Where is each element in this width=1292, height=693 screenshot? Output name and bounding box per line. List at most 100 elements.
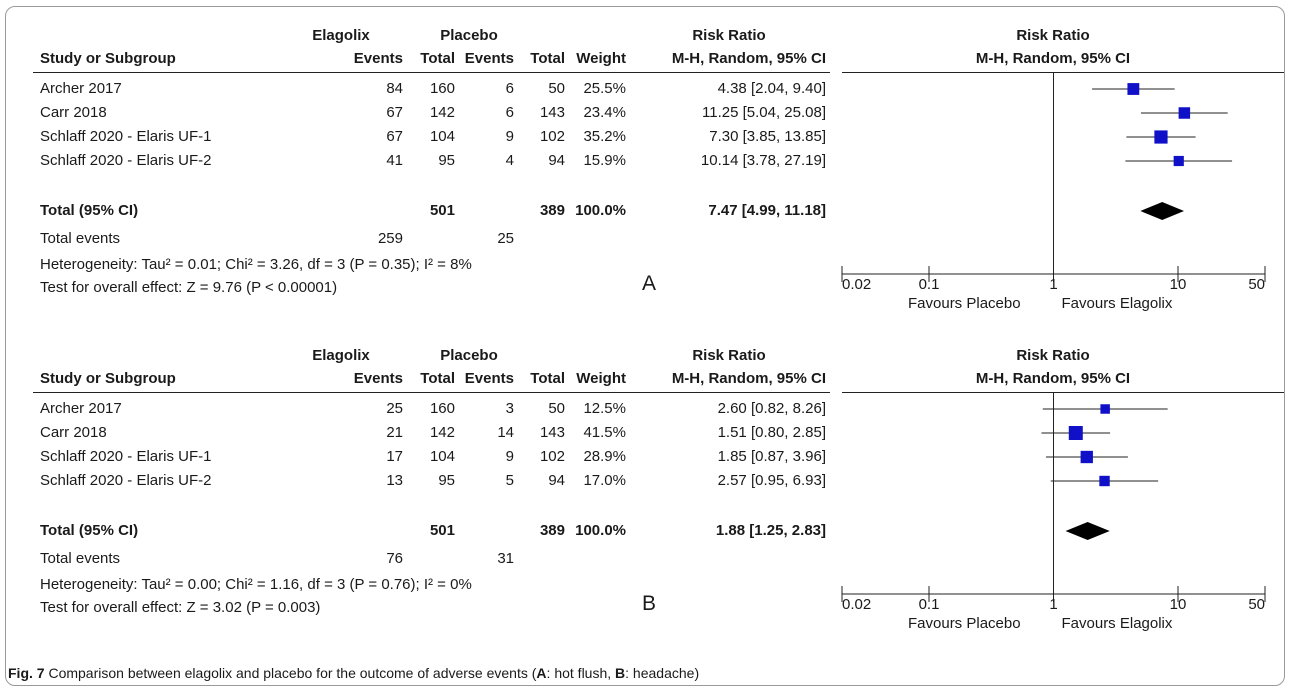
study-name: Schlaff 2020 - Elaris UF-1	[40, 448, 212, 465]
placebo-total: 143	[539, 424, 565, 441]
study-name: Archer 2017	[40, 80, 122, 97]
total-header-elagolix: Total	[420, 370, 455, 387]
elagolix-total-events: 76	[386, 550, 403, 567]
x-axis-tick-label: 10	[1170, 276, 1187, 293]
elagolix-events: 67	[386, 128, 403, 145]
pooled-effect-diamond	[1065, 522, 1110, 540]
elagolix-events: 25	[386, 400, 403, 417]
overall-effect-test: Test for overall effect: Z = 3.02 (P = 0…	[40, 599, 321, 616]
study-name: Carr 2018	[40, 104, 107, 121]
risk-ratio-method-header: M-H, Random, 95% CI	[671, 50, 826, 67]
elagolix-events: 41	[386, 152, 403, 169]
elagolix-events: 13	[386, 472, 403, 489]
x-axis-tick-label: 0.02	[842, 596, 871, 613]
elagolix-total: 160	[429, 400, 455, 417]
elagolix-total: 104	[429, 448, 455, 465]
study-effect-square	[1173, 155, 1184, 167]
placebo-total: 50	[548, 400, 565, 417]
study-name: Schlaff 2020 - Elaris UF-1	[40, 128, 212, 145]
x-axis-tick-label: 0.1	[919, 276, 940, 293]
study-risk-ratio-ci: 2.60 [0.82, 8.26]	[717, 400, 826, 417]
placebo-events: 5	[505, 472, 514, 489]
group2-header: Placebo	[440, 347, 498, 364]
weight-header: Weight	[576, 50, 626, 67]
placebo-events: 14	[497, 424, 514, 441]
study-column-header: Study or Subgroup	[40, 50, 176, 67]
x-axis-tick-label: 50	[1248, 276, 1265, 293]
plot-risk-ratio-header: Risk Ratio	[1016, 347, 1090, 364]
study-name: Schlaff 2020 - Elaris UF-2	[40, 472, 212, 489]
study-risk-ratio-ci: 1.85 [0.87, 3.96]	[717, 448, 826, 465]
study-effect-square	[1127, 83, 1140, 95]
plot-header-rule	[842, 392, 1284, 393]
plot-method-header: M-H, Random, 95% CI	[975, 370, 1131, 387]
study-effect-square	[1099, 475, 1110, 487]
plot-risk-ratio-header: Risk Ratio	[1016, 27, 1090, 44]
elagolix-total: 95	[438, 152, 455, 169]
study-weight: 23.4%	[583, 104, 626, 121]
events-header-placebo: Events	[464, 370, 514, 387]
pooled-risk-ratio-ci: 7.47 [4.99, 11.18]	[708, 202, 826, 219]
risk-ratio-header: Risk Ratio	[692, 347, 766, 364]
elagolix-total-sum: 501	[429, 202, 455, 219]
study-effect-square	[1068, 426, 1083, 440]
study-risk-ratio-ci: 1.51 [0.80, 2.85]	[717, 424, 826, 441]
group2-header: Placebo	[440, 27, 498, 44]
x-axis-tick-label: 1	[1049, 276, 1057, 293]
total-label: Total (95% CI)	[40, 202, 139, 219]
heterogeneity-stat: Heterogeneity: Tau² = 0.01; Chi² = 3.26,…	[40, 256, 472, 273]
study-risk-ratio-ci: 7.30 [3.85, 13.85]	[709, 128, 826, 145]
study-column-header: Study or Subgroup	[40, 370, 176, 387]
study-name: Archer 2017	[40, 400, 122, 417]
placebo-total-sum: 389	[539, 202, 565, 219]
risk-ratio-method-header: M-H, Random, 95% CI	[671, 370, 826, 387]
placebo-events: 6	[505, 80, 514, 97]
forest-plot-panel-b: Elagolix Placebo Risk Ratio Risk Ratio Study…	[0, 320, 1292, 640]
total-events-label: Total events	[40, 550, 121, 567]
panel-letter: A	[642, 272, 657, 295]
weight-header: Weight	[576, 370, 626, 387]
study-weight: 25.5%	[583, 80, 626, 97]
elagolix-total: 142	[429, 104, 455, 121]
elagolix-total: 160	[429, 80, 455, 97]
forest-plot-panel-a: Elagolix Placebo Risk Ratio Risk Ratio Study…	[0, 0, 1292, 320]
placebo-events: 3	[505, 400, 514, 417]
study-weight: 28.9%	[583, 448, 626, 465]
placebo-events: 6	[505, 104, 514, 121]
figure-frame	[5, 6, 1285, 686]
elagolix-events: 17	[386, 448, 403, 465]
forest-plot-svg: 0.02 0.1 1 10 50 Favours Placebo Favours Elago…	[841, 393, 1266, 632]
study-weight: 41.5%	[583, 424, 626, 441]
study-effect-square	[1080, 450, 1093, 464]
total-events-label: Total events	[40, 230, 121, 247]
favours-left-label: Favours Placebo	[908, 295, 1021, 312]
study-effect-square	[1178, 107, 1191, 119]
total-header-elagolix: Total	[420, 50, 455, 67]
x-axis-tick-label: 1	[1049, 596, 1057, 613]
study-risk-ratio-ci: 2.57 [0.95, 6.93]	[717, 472, 826, 489]
favours-right-label: Favours Elagolix	[1062, 615, 1173, 632]
elagolix-events: 21	[386, 424, 403, 441]
elagolix-events: 67	[386, 104, 403, 121]
events-header-elagolix: Events	[353, 50, 403, 67]
x-axis-tick-label: 0.02	[842, 276, 871, 293]
study-weight: 35.2%	[583, 128, 626, 145]
study-weight: 12.5%	[583, 400, 626, 417]
events-header-placebo: Events	[464, 50, 514, 67]
caption-part: : headache)	[625, 665, 700, 681]
x-axis-tick-label: 50	[1248, 596, 1265, 613]
total-weight: 100.0%	[575, 202, 626, 219]
plot-method-header: M-H, Random, 95% CI	[975, 50, 1131, 67]
placebo-total: 94	[548, 152, 565, 169]
caption-part: B	[615, 665, 626, 681]
x-axis-tick-label: 10	[1170, 596, 1187, 613]
table-header-rule	[33, 72, 830, 73]
pooled-effect-diamond	[1140, 202, 1185, 220]
heterogeneity-stat: Heterogeneity: Tau² = 0.00; Chi² = 1.16,…	[40, 576, 472, 593]
elagolix-events: 84	[386, 80, 403, 97]
study-name: Carr 2018	[40, 424, 107, 441]
study-weight: 17.0%	[583, 472, 626, 489]
panel-letter: B	[642, 592, 657, 615]
elagolix-total: 142	[429, 424, 455, 441]
placebo-total: 94	[548, 472, 565, 489]
